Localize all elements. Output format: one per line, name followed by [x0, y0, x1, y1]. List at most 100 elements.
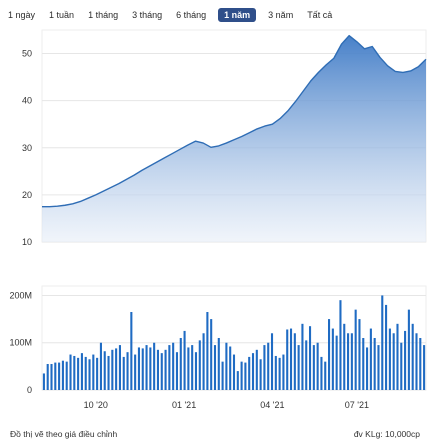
range-tab[interactable]: 1 tháng — [88, 10, 119, 20]
volume-bar — [50, 364, 53, 390]
volume-y-tick-label: 200M — [9, 290, 32, 300]
volume-bar — [206, 312, 209, 390]
volume-bar — [191, 345, 194, 390]
volume-bar — [240, 361, 243, 390]
volume-bar — [369, 328, 372, 390]
volume-bar — [270, 333, 274, 390]
volume-bar — [274, 355, 277, 390]
price-y-tick-label: 30 — [22, 143, 32, 153]
volume-y-tick-label: 0 — [27, 385, 32, 395]
volume-bar — [347, 333, 350, 390]
volume-bar — [65, 361, 68, 390]
volume-bar — [137, 347, 140, 390]
volume-y-tick-label: 100M — [9, 338, 32, 348]
volume-bar — [248, 356, 251, 390]
volume-bar — [168, 345, 171, 390]
volume-bar — [229, 346, 232, 390]
volume-bar — [244, 362, 247, 390]
volume-bar — [107, 355, 110, 390]
volume-bar — [312, 345, 315, 390]
volume-bar — [407, 309, 410, 390]
range-tab[interactable]: 3 tháng — [132, 10, 163, 20]
volume-bar — [308, 326, 312, 390]
volume-bar — [46, 364, 49, 390]
range-tab[interactable]: 6 tháng — [176, 10, 207, 20]
volume-bar — [149, 347, 152, 390]
volume-bar — [396, 323, 399, 390]
volume-bar — [84, 356, 87, 390]
volume-bar — [213, 345, 217, 390]
volume-bar — [54, 362, 57, 390]
volume-bar — [179, 338, 182, 390]
volume-unit-note: đv KLg: 10,000cp — [353, 429, 420, 439]
x-tick-label: 01 '21 — [172, 400, 196, 410]
volume-bar — [362, 338, 365, 390]
volume-bar — [301, 323, 304, 390]
volume-bar — [293, 333, 296, 390]
volume-bar — [160, 353, 163, 390]
volume-bar — [354, 309, 357, 390]
x-tick-label: 10 '20 — [84, 400, 108, 410]
volume-bar — [236, 371, 239, 390]
volume-bar — [335, 335, 338, 390]
range-selector: 1 ngày 1 tuần 1 tháng 3 tháng 6 tháng 1 năm 3 … — [6, 6, 430, 24]
range-tab[interactable]: 1 tuần — [49, 10, 75, 20]
price-y-tick-label: 20 — [22, 190, 32, 200]
volume-bar — [388, 328, 391, 390]
volume-bar — [297, 345, 300, 390]
range-tab[interactable]: 3 năm — [268, 10, 294, 20]
volume-bar — [111, 349, 114, 390]
volume-bar — [134, 354, 137, 390]
price-line — [42, 34, 427, 208]
volume-bar — [255, 349, 258, 390]
x-tick-label: 07 '21 — [345, 400, 369, 410]
volume-bar — [175, 352, 179, 390]
volume-bar — [305, 340, 308, 390]
volume-bar — [221, 361, 224, 390]
volume-bar — [415, 333, 418, 390]
volume-bar — [122, 356, 125, 390]
volume-bar — [251, 353, 255, 390]
range-tab[interactable]: Tất cả — [307, 10, 333, 20]
volume-bar — [316, 342, 319, 390]
volume-bar — [324, 361, 327, 390]
chart-footer: Đồ thị vẽ theo giá điều chỉnh đv KLg: 10… — [0, 429, 436, 443]
volume-bar — [187, 347, 190, 390]
volume-bar — [172, 342, 175, 390]
volume-bar — [331, 328, 334, 390]
volume-bar — [69, 354, 72, 390]
volume-bar — [217, 338, 220, 390]
volume-bar — [259, 359, 262, 390]
volume-bar — [400, 342, 403, 390]
volume-bar — [88, 359, 91, 390]
volume-bar — [145, 345, 148, 390]
volume-bar — [115, 348, 118, 390]
volume-bar — [267, 342, 270, 390]
volume-bar — [282, 354, 285, 390]
volume-bar — [320, 356, 323, 390]
volume-bar — [156, 349, 159, 390]
volume-bar — [118, 345, 121, 390]
range-tab[interactable]: 1 năm — [218, 8, 257, 22]
volume-bar — [96, 357, 99, 390]
volume-bar — [339, 300, 342, 390]
volume-bar — [164, 349, 167, 390]
volume-bar — [381, 295, 384, 390]
volume-bar — [423, 345, 426, 390]
volume-bar — [210, 319, 213, 390]
volume-bar — [77, 357, 80, 390]
x-tick-label: 04 '21 — [260, 400, 284, 410]
range-tab[interactable]: 1 ngày — [8, 10, 36, 20]
volume-bar — [289, 328, 293, 390]
volume-bar — [358, 319, 361, 390]
price-y-tick-label: 40 — [22, 96, 32, 106]
volume-bar — [126, 352, 129, 390]
volume-bar — [373, 338, 376, 390]
volume-bar — [411, 323, 414, 390]
volume-bar — [42, 373, 45, 390]
volume-bar — [350, 333, 353, 390]
volume-bar — [366, 347, 369, 390]
volume-bar — [392, 333, 395, 390]
volume-bar — [73, 355, 76, 390]
